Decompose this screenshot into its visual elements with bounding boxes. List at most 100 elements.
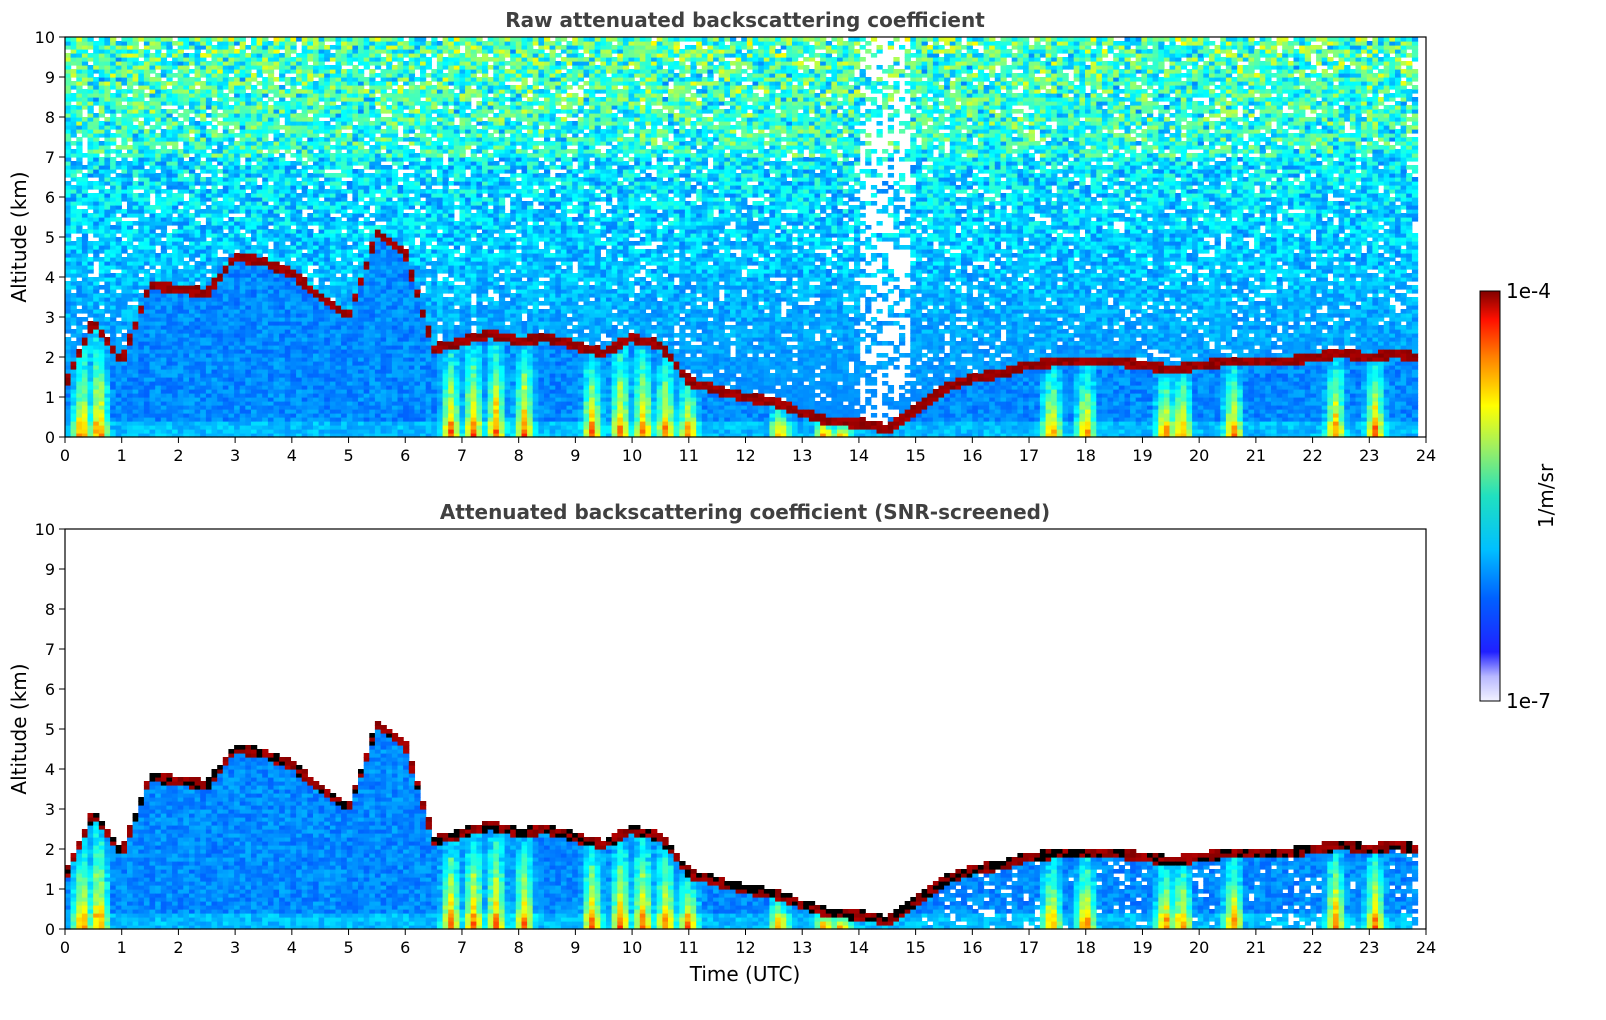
heatmap-cell: [116, 197, 122, 202]
heatmap-cell: [296, 321, 302, 326]
heatmap-cell: [347, 409, 353, 414]
heatmap-cell: [262, 205, 268, 210]
heatmap-cell: [138, 297, 144, 302]
heatmap-cell: [296, 97, 302, 102]
heatmap-cell: [65, 357, 71, 362]
heatmap-cell: [195, 369, 201, 374]
heatmap-cell: [93, 349, 99, 354]
heatmap-cell: [240, 85, 246, 90]
heatmap-cell: [285, 381, 291, 386]
heatmap-cell: [110, 389, 116, 394]
heatmap-cell: [358, 405, 364, 410]
heatmap-cell: [302, 49, 308, 54]
heatmap-cell: [88, 37, 94, 42]
heatmap-cell: [65, 413, 71, 418]
heatmap-cell: [104, 229, 110, 234]
heatmap-cell: [324, 289, 330, 294]
heatmap-cell: [319, 137, 325, 142]
heatmap-cell: [313, 321, 319, 326]
heatmap-cell: [172, 377, 178, 382]
heatmap-cell: [217, 37, 223, 42]
heatmap-cell: [245, 169, 251, 174]
heatmap-cell: [296, 197, 302, 202]
heatmap-cell: [116, 165, 122, 170]
heatmap-cell: [245, 153, 251, 158]
heatmap-cell: [279, 109, 285, 114]
heatmap-cell: [347, 233, 353, 238]
heatmap-cell: [195, 245, 201, 250]
heatmap-cell: [155, 385, 161, 390]
heatmap-cell: [358, 113, 364, 118]
heatmap-cell: [240, 197, 246, 202]
heatmap-cell: [161, 285, 167, 290]
heatmap-cell: [155, 341, 161, 346]
heatmap-cell: [116, 173, 122, 178]
heatmap-cell: [183, 85, 189, 90]
heatmap-cell: [195, 61, 201, 66]
heatmap-cell: [76, 397, 82, 402]
heatmap-cell: [76, 417, 82, 422]
heatmap-cell: [166, 237, 172, 242]
heatmap-cell: [268, 169, 274, 174]
heatmap-cell: [330, 305, 336, 310]
heatmap-cell: [212, 229, 218, 234]
heatmap-cell: [302, 37, 308, 42]
heatmap-cell: [172, 413, 178, 418]
heatmap-cell: [71, 245, 77, 250]
heatmap-cell: [110, 137, 116, 142]
heatmap-cell: [76, 361, 82, 366]
heatmap-cell: [307, 153, 313, 158]
heatmap-cell: [341, 421, 347, 426]
heatmap-cell: [178, 317, 184, 322]
heatmap-cell: [121, 65, 127, 70]
heatmap-cell: [183, 281, 189, 286]
heatmap-cell: [307, 385, 313, 390]
heatmap-cell: [150, 253, 156, 258]
heatmap-cell: [336, 165, 342, 170]
heatmap-cell: [347, 249, 353, 254]
heatmap-cell: [257, 353, 263, 358]
heatmap-cell: [341, 349, 347, 354]
heatmap-cell: [144, 237, 150, 242]
heatmap-cell: [212, 305, 218, 310]
heatmap-cell: [200, 245, 206, 250]
heatmap-cell: [358, 397, 364, 402]
heatmap-cell: [347, 321, 353, 326]
heatmap-cell: [296, 65, 302, 70]
heatmap-cell: [116, 145, 122, 150]
heatmap-cell: [330, 421, 336, 426]
heatmap-cell: [200, 305, 206, 310]
heatmap-cell: [274, 53, 280, 58]
heatmap-cell: [172, 429, 178, 434]
heatmap-cell: [296, 289, 302, 294]
heatmap-cell: [268, 305, 274, 310]
heatmap-cell: [155, 45, 161, 50]
heatmap-cell: [138, 285, 144, 290]
heatmap-cell: [104, 361, 110, 366]
heatmap-cell: [65, 225, 71, 230]
heatmap-cell: [262, 229, 268, 234]
heatmap-cell: [189, 273, 195, 278]
heatmap-cell: [257, 101, 263, 106]
heatmap-cell: [150, 145, 156, 150]
heatmap-cell: [274, 309, 280, 314]
heatmap-cell: [104, 417, 110, 422]
heatmap-cell: [313, 349, 319, 354]
heatmap-cell: [150, 325, 156, 330]
heatmap-cell: [93, 133, 99, 138]
heatmap-cell: [285, 189, 291, 194]
heatmap-cell: [268, 301, 274, 306]
heatmap-cell: [324, 429, 330, 434]
heatmap-cell: [234, 169, 240, 174]
heatmap-cell: [121, 401, 127, 406]
heatmap-cell: [82, 405, 88, 410]
heatmap-cell: [212, 257, 218, 262]
heatmap-cell: [93, 233, 99, 238]
heatmap-cell: [234, 349, 240, 354]
heatmap-cell: [104, 341, 110, 346]
heatmap-cell: [336, 253, 342, 258]
heatmap-cell: [285, 365, 291, 370]
heatmap-cell: [172, 313, 178, 318]
heatmap-cell: [234, 185, 240, 190]
heatmap-cell: [99, 357, 105, 362]
